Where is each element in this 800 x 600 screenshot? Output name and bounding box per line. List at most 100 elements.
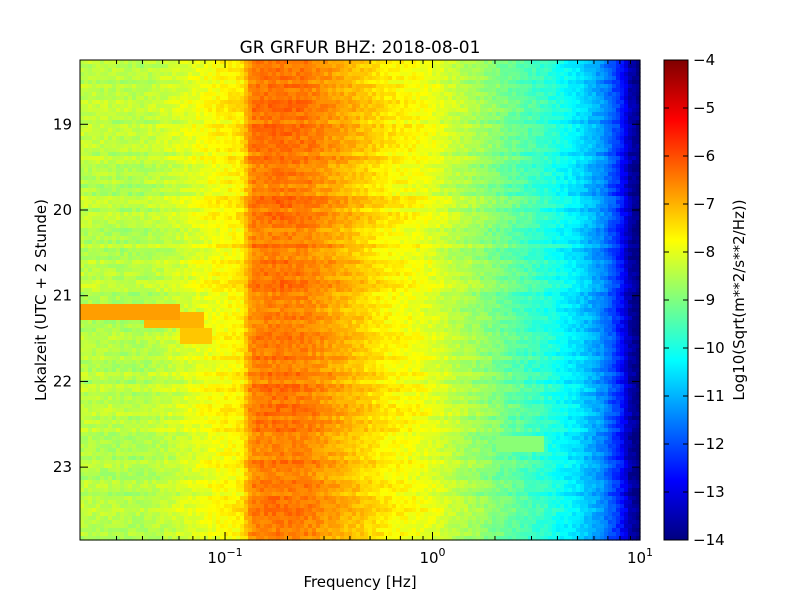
heatmap-cell — [132, 92, 137, 97]
heatmap-cell — [236, 200, 241, 205]
heatmap-cell — [520, 188, 525, 193]
heatmap-cell — [320, 80, 325, 85]
heatmap-cell — [120, 100, 125, 105]
heatmap-cell — [520, 168, 525, 173]
heatmap-cell — [416, 132, 421, 137]
heatmap-cell — [404, 124, 409, 129]
heatmap-cell — [224, 112, 229, 117]
heatmap-cell — [100, 120, 105, 125]
heatmap-cell — [136, 156, 141, 161]
heatmap-cell — [304, 200, 309, 205]
heatmap-cell — [112, 72, 117, 77]
heatmap-cell — [148, 104, 153, 109]
heatmap-cell — [280, 188, 285, 193]
heatmap-cell — [596, 116, 601, 121]
heatmap-cell — [312, 64, 317, 69]
heatmap-cell — [456, 84, 461, 89]
heatmap-cell — [212, 104, 217, 109]
heatmap-cell — [504, 156, 509, 161]
heatmap-cell — [416, 100, 421, 105]
heatmap-cell — [412, 120, 417, 125]
heatmap-cell — [480, 80, 485, 85]
heatmap-cell — [344, 188, 349, 193]
heatmap-cell — [212, 60, 217, 65]
heatmap-cell — [380, 112, 385, 117]
heatmap-cell — [632, 160, 637, 165]
heatmap-cell — [96, 184, 101, 189]
heatmap-cell — [328, 132, 333, 137]
heatmap-cell — [120, 144, 125, 149]
heatmap-cell — [444, 104, 449, 109]
heatmap-cell — [412, 132, 417, 137]
heatmap-cell — [332, 168, 337, 173]
heatmap-cell — [424, 116, 429, 121]
heatmap-cell — [592, 76, 597, 81]
heatmap-cell — [236, 176, 241, 181]
heatmap-cell — [576, 116, 581, 121]
heatmap-cell — [160, 140, 165, 145]
heatmap-cell — [172, 132, 177, 137]
heatmap-cell — [136, 116, 141, 121]
heatmap-cell — [364, 100, 369, 105]
heatmap-cell — [384, 120, 389, 125]
heatmap-cell — [368, 104, 373, 109]
heatmap-cell — [564, 96, 569, 101]
heatmap-cell — [528, 92, 533, 97]
heatmap-cell — [432, 180, 437, 185]
heatmap-cell — [452, 148, 457, 153]
heatmap-cell — [592, 116, 597, 121]
heatmap-cell — [388, 128, 393, 133]
heatmap-cell — [608, 76, 613, 81]
heatmap-cell — [536, 92, 541, 97]
heatmap-cell — [356, 172, 361, 177]
heatmap-cell — [572, 196, 577, 201]
heatmap-cell — [248, 180, 253, 185]
heatmap-cell — [612, 172, 617, 177]
heatmap-cell — [316, 132, 321, 137]
heatmap-cell — [612, 112, 617, 117]
heatmap-cell — [340, 164, 345, 169]
heatmap-cell — [364, 72, 369, 77]
heatmap-cell — [132, 68, 137, 73]
heatmap-cell — [308, 88, 313, 93]
heatmap-cell — [356, 156, 361, 161]
heatmap-cell — [408, 136, 413, 141]
heatmap-cell — [84, 152, 89, 157]
heatmap-cell — [416, 160, 421, 165]
heatmap-cell — [492, 100, 497, 105]
heatmap-cell — [628, 188, 633, 193]
heatmap-cell — [352, 188, 357, 193]
heatmap-cell — [244, 124, 249, 129]
heatmap-cell — [256, 76, 261, 81]
heatmap-cell — [316, 104, 321, 109]
heatmap-cell — [540, 92, 545, 97]
heatmap-cell — [260, 108, 265, 113]
heatmap-cell — [128, 200, 133, 205]
heatmap-cell — [480, 188, 485, 193]
heatmap-cell — [568, 120, 573, 125]
heatmap-cell — [216, 148, 221, 153]
heatmap-cell — [336, 84, 341, 89]
heatmap-cell — [424, 128, 429, 133]
heatmap-cell — [236, 136, 241, 141]
heatmap-cell — [184, 64, 189, 69]
heatmap-cell — [552, 136, 557, 141]
heatmap-cell — [408, 88, 413, 93]
heatmap-cell — [340, 68, 345, 73]
heatmap-cell — [124, 108, 129, 113]
heatmap-cell — [400, 88, 405, 93]
heatmap-cell — [264, 120, 269, 125]
heatmap-cell — [472, 188, 477, 193]
heatmap-cell — [132, 180, 137, 185]
heatmap-cell — [488, 188, 493, 193]
heatmap-cell — [140, 168, 145, 173]
heatmap-cell — [348, 100, 353, 105]
heatmap-cell — [580, 164, 585, 169]
heatmap-cell — [584, 112, 589, 117]
heatmap-cell — [496, 112, 501, 117]
heatmap-cell — [268, 132, 273, 137]
heatmap-cell — [88, 84, 93, 89]
heatmap-cell — [112, 148, 117, 153]
heatmap-cell — [492, 156, 497, 161]
heatmap-cell — [564, 156, 569, 161]
